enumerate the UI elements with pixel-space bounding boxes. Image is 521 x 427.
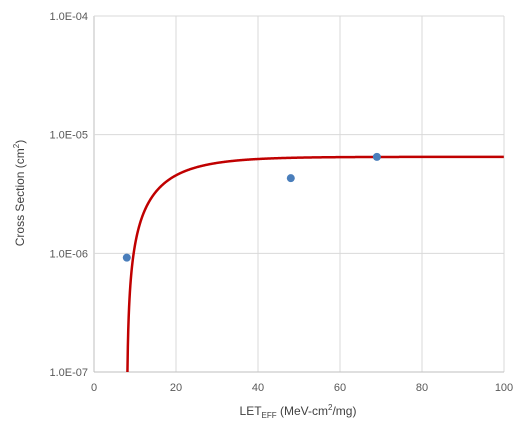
data-points-layer xyxy=(122,152,381,262)
y-tick-label: 1.0E-07 xyxy=(49,367,88,379)
x-tick-label: 80 xyxy=(416,382,428,394)
y-axis-title: Cross Section (cm2) xyxy=(12,140,27,246)
data-point xyxy=(372,152,381,161)
fit-curve-layer xyxy=(126,155,504,373)
fit-curve xyxy=(126,155,504,373)
x-tick-label: 100 xyxy=(495,382,513,394)
x-axis-ticks: 0 20 40 60 80 100 xyxy=(91,382,513,394)
data-point xyxy=(286,174,295,183)
x-tick-label: 60 xyxy=(334,382,346,394)
data-point xyxy=(122,253,131,262)
x-tick-label: 20 xyxy=(170,382,182,394)
x-axis-title: LETEFF (MeV-cm2/mg) xyxy=(240,403,357,420)
y-axis-ticks: 1.0E-07 1.0E-06 1.0E-05 1.0E-04 xyxy=(49,11,88,379)
x-tick-label: 40 xyxy=(252,382,264,394)
y-tick-label: 1.0E-06 xyxy=(49,248,88,260)
grid-lines xyxy=(93,15,505,373)
y-tick-label: 1.0E-05 xyxy=(49,130,88,142)
x-tick-label: 0 xyxy=(91,382,97,394)
y-tick-label: 1.0E-04 xyxy=(49,11,88,23)
